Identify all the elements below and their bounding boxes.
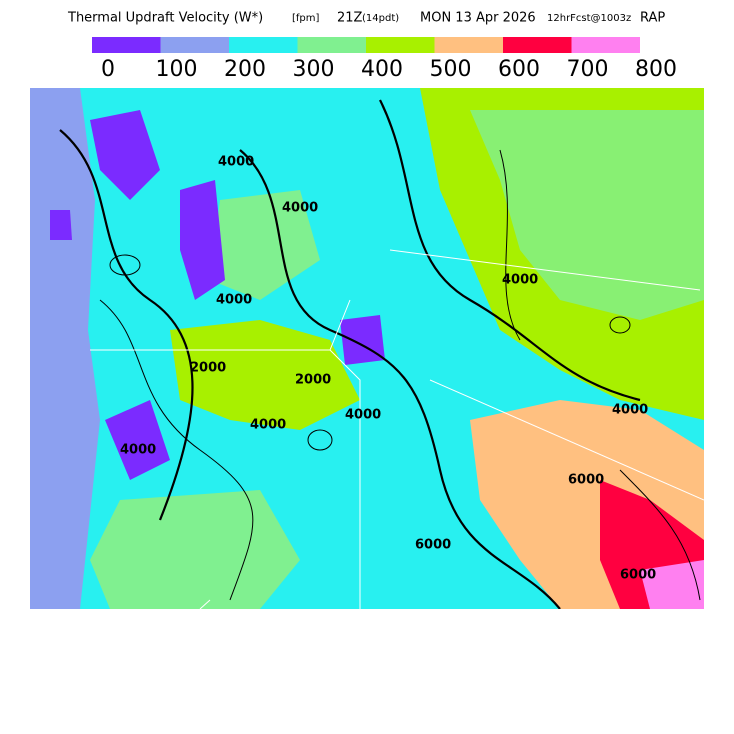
contour-label: 4000 [502, 273, 538, 288]
legend-label: 0 [101, 57, 115, 82]
contour [99, 299, 254, 601]
field-purple4 [340, 315, 385, 365]
field-green [470, 110, 704, 320]
contour-label: 4000 [250, 418, 286, 433]
legend-label: 500 [430, 57, 472, 82]
field-ocean [30, 88, 100, 609]
legend-swatch [571, 37, 640, 53]
contour-label: 4000 [218, 155, 254, 170]
contour-label: 6000 [620, 568, 656, 583]
field-pink [640, 560, 704, 609]
legend-label: 600 [498, 57, 540, 82]
contour [109, 254, 141, 276]
legend-swatch [366, 37, 435, 53]
title: Thermal Updraft Velocity (W*) [67, 11, 263, 26]
contour [609, 316, 631, 334]
legend: 0 100 200 300 400 500 600 700 800 [92, 37, 677, 82]
forecast: 12hrFcst@1003z [547, 13, 631, 24]
contour-label: 4000 [345, 408, 381, 423]
contour [619, 469, 701, 601]
date: MON 13 Apr 2026 [420, 11, 536, 26]
field-lime2 [170, 320, 360, 430]
time: 21Z [337, 11, 363, 26]
field-purple [90, 110, 160, 200]
legend-swatch [434, 37, 503, 53]
contour [239, 149, 561, 609]
model: RAP [640, 11, 665, 26]
contour-label: 2000 [295, 373, 331, 388]
legend-swatch [503, 37, 572, 53]
legend-label: 800 [635, 57, 677, 82]
contour [499, 149, 521, 341]
legend-label: 300 [293, 57, 335, 82]
contour-label: 2000 [190, 361, 226, 376]
legend-swatch [229, 37, 298, 53]
legend-label: 200 [224, 57, 266, 82]
contour [59, 129, 194, 521]
legend-swatch [92, 37, 161, 53]
contour-label: 4000 [216, 293, 252, 308]
field-green3 [90, 490, 300, 609]
map: 4000 4000 4000 4000 2000 2000 4000 4000 … [30, 88, 704, 609]
field-purple5 [50, 210, 72, 240]
local-time: (14pdt) [362, 13, 399, 24]
legend-label: 700 [567, 57, 609, 82]
field-purple2 [180, 180, 225, 300]
contour-label: 4000 [612, 403, 648, 418]
contour [307, 429, 333, 451]
legend-swatch [160, 37, 229, 53]
contour-label: 6000 [415, 538, 451, 553]
contour [379, 99, 641, 402]
contour-label: 6000 [568, 473, 604, 488]
contour-label: 4000 [120, 443, 156, 458]
field-purple3 [105, 400, 170, 480]
field-green2 [210, 190, 320, 300]
legend-label: 400 [361, 57, 403, 82]
contour-label: 4000 [282, 201, 318, 216]
legend-label: 100 [156, 57, 198, 82]
legend-swatch [297, 37, 366, 53]
units: [fpm] [292, 13, 320, 24]
state-border [90, 249, 704, 609]
